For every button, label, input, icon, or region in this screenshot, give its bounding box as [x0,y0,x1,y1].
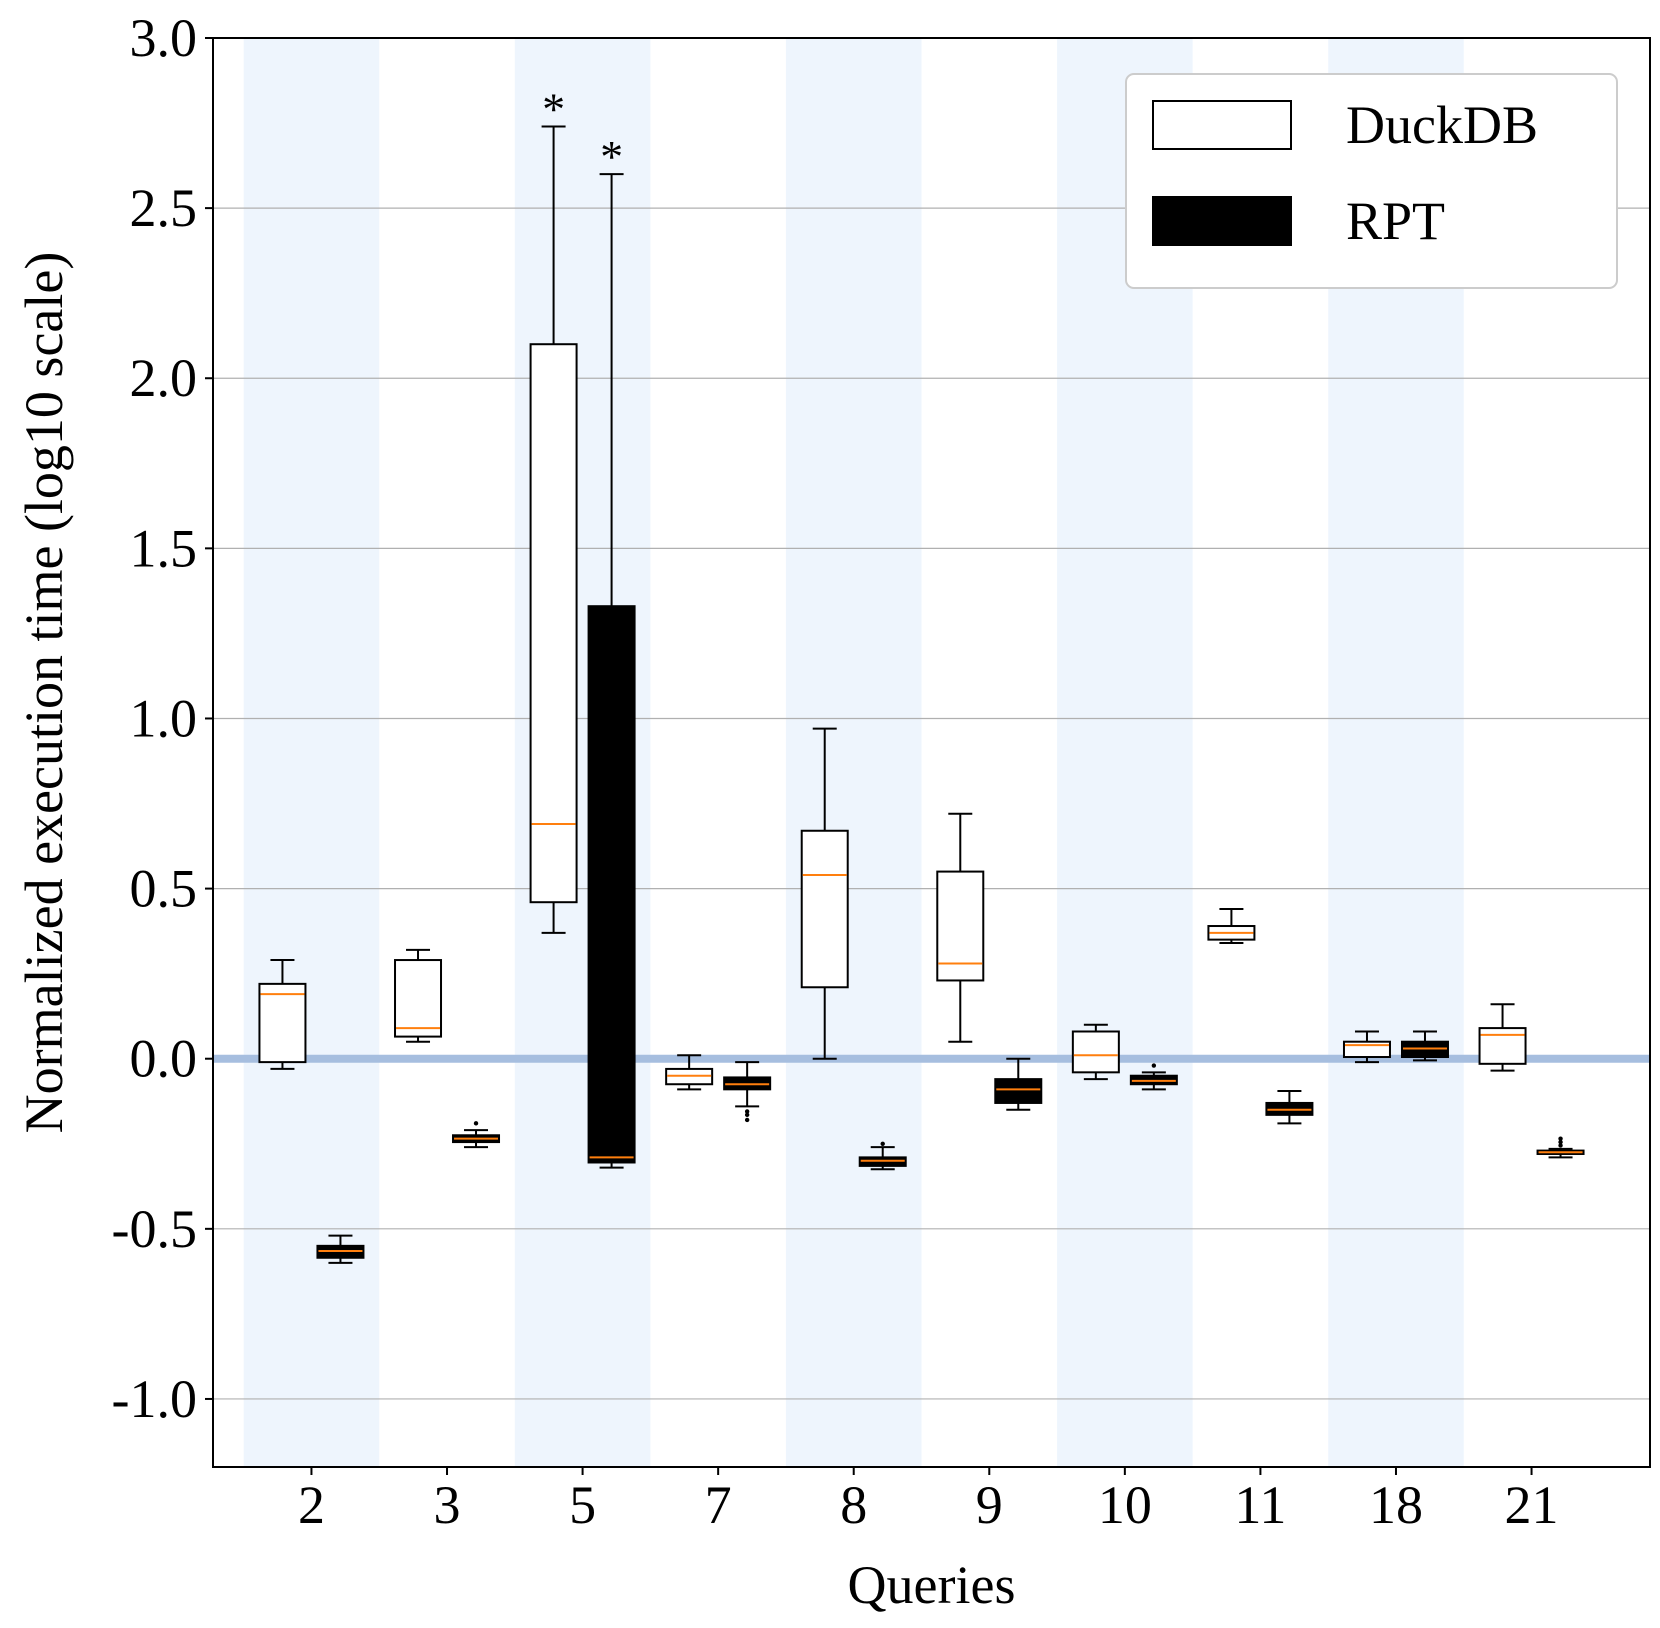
outlier-point [744,1109,750,1114]
box-rpt-q9 [994,1057,1043,1111]
box-duckdb-q7 [665,1054,714,1091]
outlier-point [880,1141,885,1146]
box-rpt-q11 [1265,1090,1314,1125]
series-duckdb [258,125,1527,1091]
x-tick-label: 3 [434,1475,461,1535]
legend: DuckDB RPT [1125,73,1618,289]
box-body [800,829,849,989]
box-duckdb-q11 [1207,908,1256,945]
y-tick-label: -0.5 [112,1199,197,1259]
box-rpt-q7 [723,1061,772,1123]
y-tick-label: 1.0 [130,688,198,748]
box-rpt-q5 [587,173,636,1169]
x-tick-label: 9 [976,1475,1003,1535]
box-duckdb-q8 [800,727,849,1060]
box-duckdb-q21 [1478,1003,1527,1072]
plot-frame [212,37,1651,1468]
category-band-8 [785,38,922,1467]
outlier-point [1558,1136,1563,1141]
legend-label-rpt: RPT [1346,191,1445,251]
y-tick-label: -1.0 [112,1369,197,1429]
y-axis-ticks: 3.0 2.5 2.0 1.5 1.0 0.5 0.0 -0.5 -1.0 [112,8,213,1429]
legend-label-duckdb: DuckDB [1346,95,1538,155]
box-rpt-q2 [316,1234,365,1264]
box-series: ** [258,83,1585,1264]
annotation-asterisk: * [600,131,623,182]
x-tick-label: 2 [298,1475,325,1535]
outlier-point [1151,1063,1157,1068]
x-tick-label: 5 [569,1475,596,1535]
outlier-point [1558,1143,1563,1148]
legend-swatch-duckdb [1152,100,1292,150]
y-tick-label: 2.5 [130,178,198,238]
box-body [936,870,985,982]
box-duckdb-q9 [936,812,985,1043]
box-duckdb-q5 [529,125,578,934]
x-tick-label: 7 [705,1475,732,1535]
annotation-asterisk: * [542,83,565,134]
box-body [529,343,578,904]
box-body [1342,1040,1391,1059]
box-body [394,959,443,1038]
outlier-point [1558,1139,1563,1145]
box-body [994,1078,1043,1104]
y-tick-label: 1.5 [130,518,198,578]
box-rpt-q21 [1536,1136,1585,1159]
y-tick-label: 0.5 [130,859,198,919]
y-tick-label: 0.0 [130,1029,198,1089]
x-tick-label: 8 [840,1475,867,1535]
box-duckdb-q3 [394,948,443,1043]
outlier-point [744,1117,750,1123]
y-tick-label: 3.0 [130,8,198,68]
box-body [1478,1027,1527,1065]
legend-swatch-rpt [1152,196,1292,246]
box-rpt-q8 [858,1141,907,1171]
series-rpt [316,173,1585,1264]
x-axis-label: Queries [848,1555,1016,1615]
x-tick-label: 11 [1234,1475,1286,1535]
y-axis-label: Normalized execution time (log10 scale) [14,252,74,1134]
x-tick-label: 18 [1369,1475,1423,1535]
box-body [587,605,636,1164]
outlier-point [473,1121,479,1126]
box-duckdb-q10 [1071,1023,1120,1081]
x-tick-label: 10 [1098,1475,1152,1535]
y-tick-label: 2.0 [130,348,198,408]
x-axis-ticks: 2 3 5 7 8 9 10 11 18 21 [298,1467,1559,1535]
box-rpt-q10 [1129,1063,1178,1091]
box-duckdb-q18 [1342,1030,1391,1064]
box-rpt-q3 [452,1121,501,1149]
x-tick-label: 21 [1505,1475,1559,1535]
box-duckdb-q2 [258,959,307,1070]
box-body [258,982,307,1064]
box-rpt-q18 [1400,1030,1449,1062]
box-body [1071,1030,1120,1074]
outlier-point [744,1112,750,1118]
